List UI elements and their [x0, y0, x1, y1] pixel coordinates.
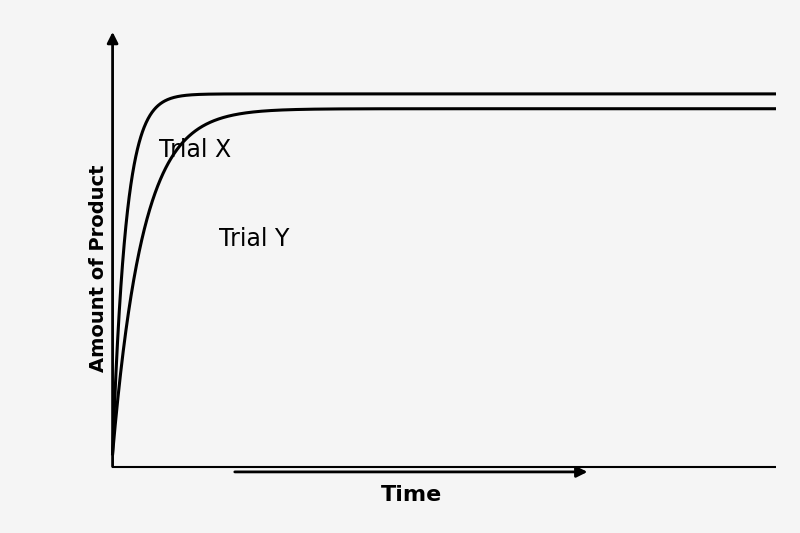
Text: Trial X: Trial X	[159, 138, 231, 161]
Text: Time: Time	[381, 485, 442, 505]
Text: Amount of Product: Amount of Product	[89, 165, 108, 372]
Text: Trial Y: Trial Y	[218, 227, 289, 251]
